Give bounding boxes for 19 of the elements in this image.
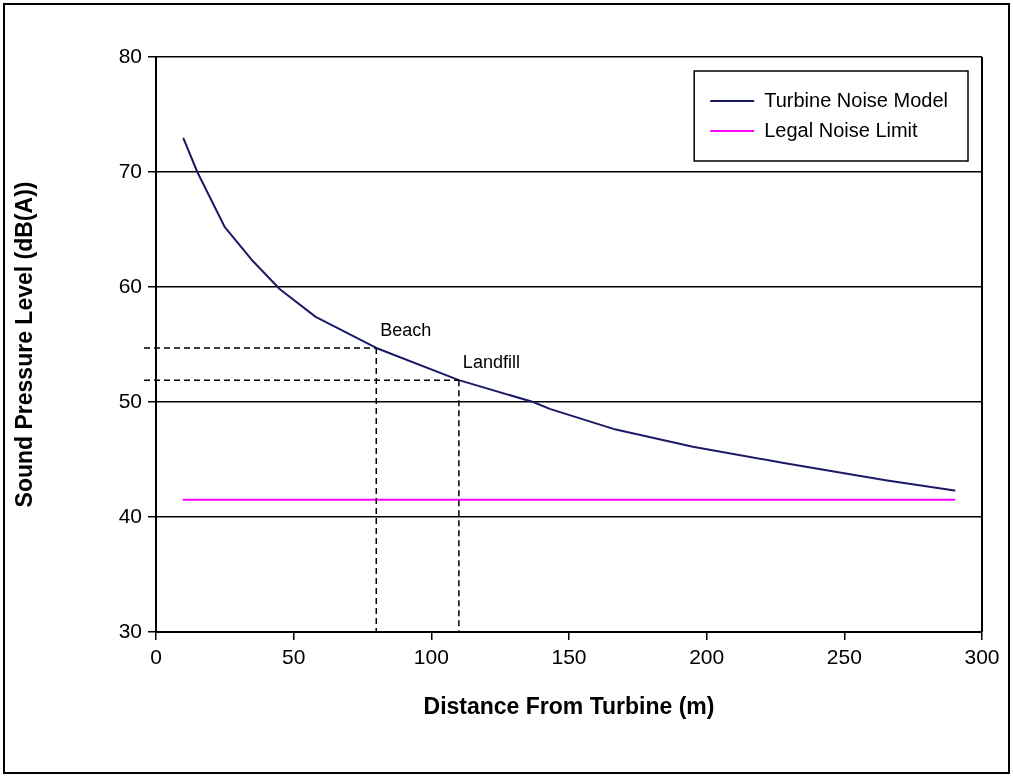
y-tick-label: 80 [118, 43, 142, 67]
y-tick-label: 70 [118, 158, 142, 182]
y-tick-label: 60 [118, 273, 142, 297]
x-tick-label: 300 [964, 645, 1000, 669]
annotation: Landfill [462, 352, 520, 373]
x-axis-title: Distance From Turbine (m) [423, 692, 715, 719]
x-tick-label: 250 [826, 645, 862, 669]
x-tick-label: 50 [281, 645, 306, 669]
x-tick-label: 0 [150, 645, 162, 669]
y-axis-title: Sound Pressure Level (dB(A)) [11, 181, 38, 508]
x-tick-label: 200 [689, 645, 725, 669]
x-tick-label: 150 [551, 645, 587, 669]
annotation: Beach [380, 319, 432, 340]
y-tick-label: 40 [118, 503, 142, 527]
x-tick-label: 100 [413, 645, 449, 669]
legend-label: Legal Noise Limit [764, 118, 919, 141]
legend-label: Turbine Noise Model [764, 88, 949, 111]
y-tick-label: 30 [118, 618, 142, 642]
y-tick-label: 50 [118, 388, 142, 412]
